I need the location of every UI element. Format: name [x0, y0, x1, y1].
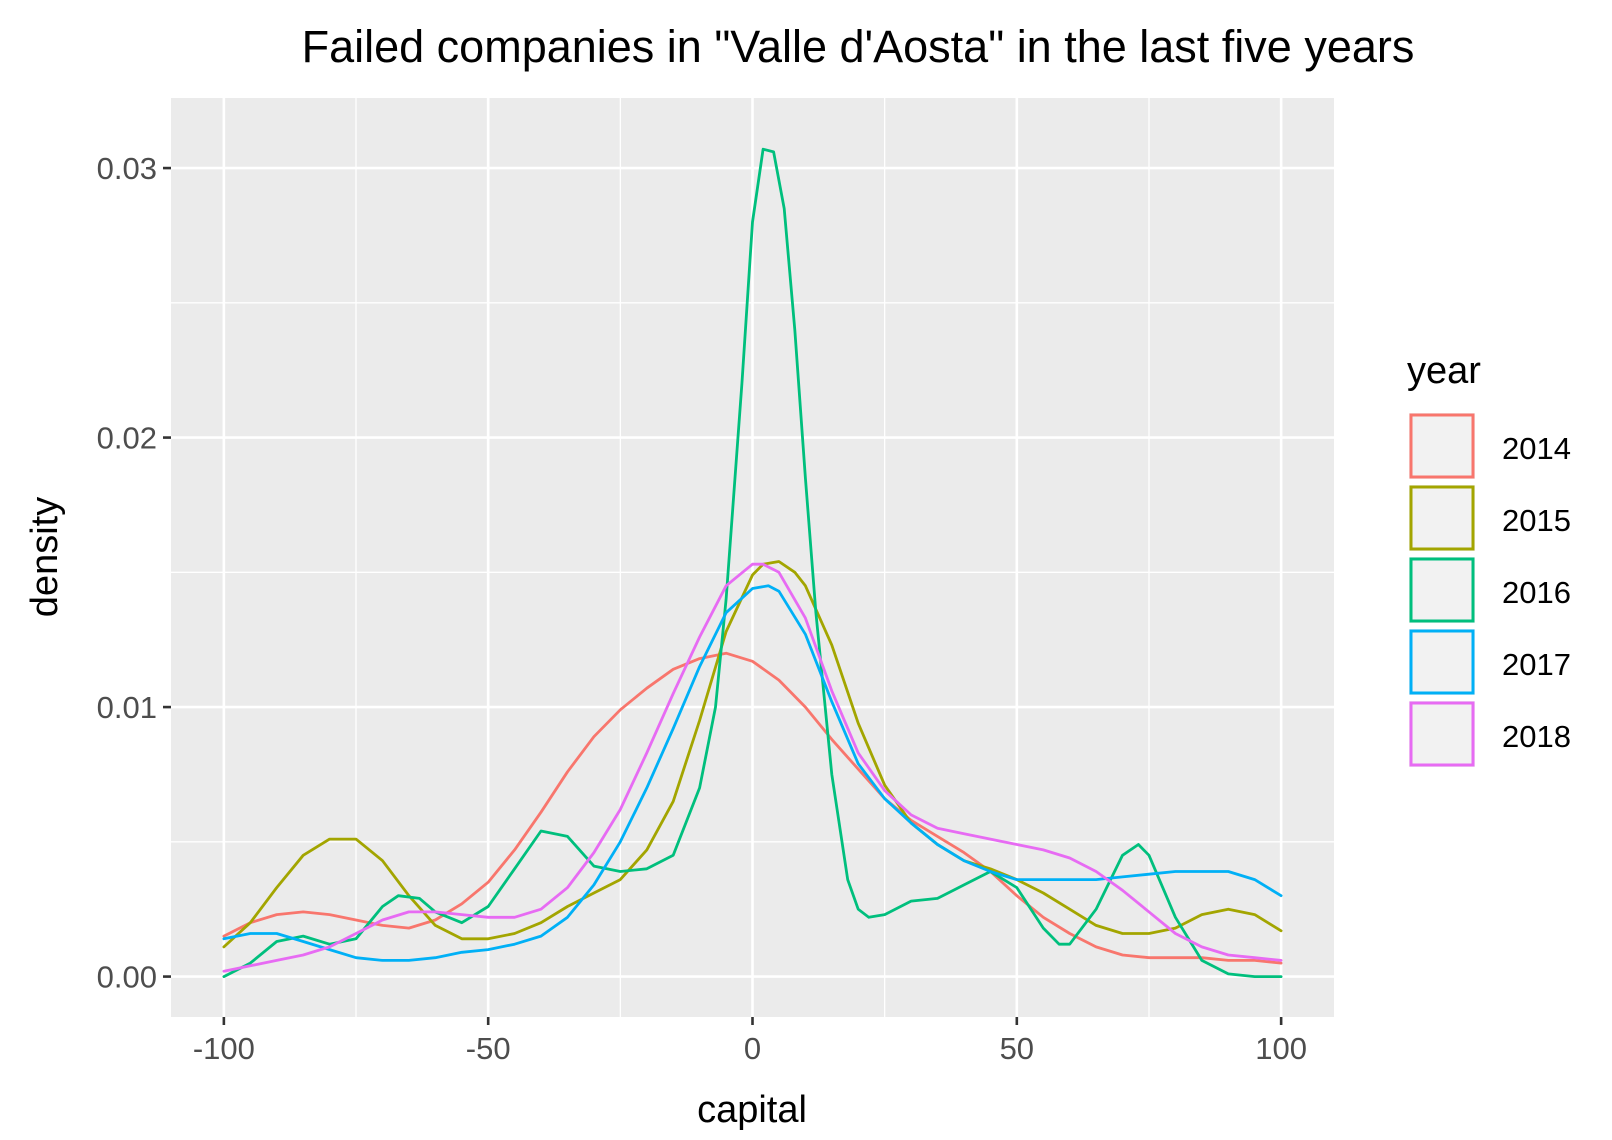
x-axis-tick-labels: -100 -50 0 50 100: [193, 1031, 1307, 1066]
y-axis-tick-labels: 0.00 0.01 0.02 0.03: [97, 151, 157, 995]
major-gridlines: [171, 98, 1334, 1017]
x-tick-label: 0: [744, 1031, 761, 1066]
y-axis-title: density: [24, 497, 66, 617]
density-line-2014: [222, 651, 1283, 965]
legend-key-2017: [1409, 629, 1475, 695]
legend-label-2018: 2018: [1502, 719, 1571, 754]
legend-key-2015: [1409, 485, 1475, 551]
y-tick-label: 0.02: [97, 421, 157, 456]
y-tick-label: 0.00: [97, 960, 157, 995]
legend-label-2015: 2015: [1502, 503, 1571, 538]
legend-key-bg: [1409, 413, 1475, 479]
legend-key-bg: [1409, 629, 1475, 695]
density-line-2016: [222, 147, 1283, 978]
legend-label-2017: 2017: [1502, 647, 1571, 682]
density-curves: [222, 147, 1283, 978]
density-line-2017: [222, 584, 1283, 962]
y-tick-label: 0.01: [97, 690, 157, 725]
legend-label-2016: 2016: [1502, 575, 1571, 610]
legend-keys: 2014 2015 2016 2017 2018: [1409, 413, 1571, 767]
legend-key-2018: [1409, 701, 1475, 767]
legend-label-2014: 2014: [1502, 431, 1571, 466]
legend-key-bg: [1409, 485, 1475, 551]
axis-ticks: [163, 166, 1283, 1025]
x-tick-label: 100: [1255, 1031, 1307, 1066]
legend-title: year: [1407, 350, 1481, 392]
legend-key-2016: [1409, 557, 1475, 623]
x-tick-label: 50: [1000, 1031, 1034, 1066]
legend-key-bg: [1409, 701, 1475, 767]
density-line-2018: [222, 562, 1283, 973]
x-tick-label: -50: [466, 1031, 511, 1066]
legend-key-bg: [1409, 557, 1475, 623]
chart-title: Failed companies in "Valle d'Aosta" in t…: [302, 21, 1415, 72]
x-axis-title: capital: [697, 1089, 807, 1131]
x-tick-label: -100: [193, 1031, 255, 1066]
legend-key-2014: [1409, 413, 1475, 479]
y-tick-label: 0.03: [97, 151, 157, 186]
legend: year 2014 2015 2016 2017 2018: [1407, 350, 1571, 767]
